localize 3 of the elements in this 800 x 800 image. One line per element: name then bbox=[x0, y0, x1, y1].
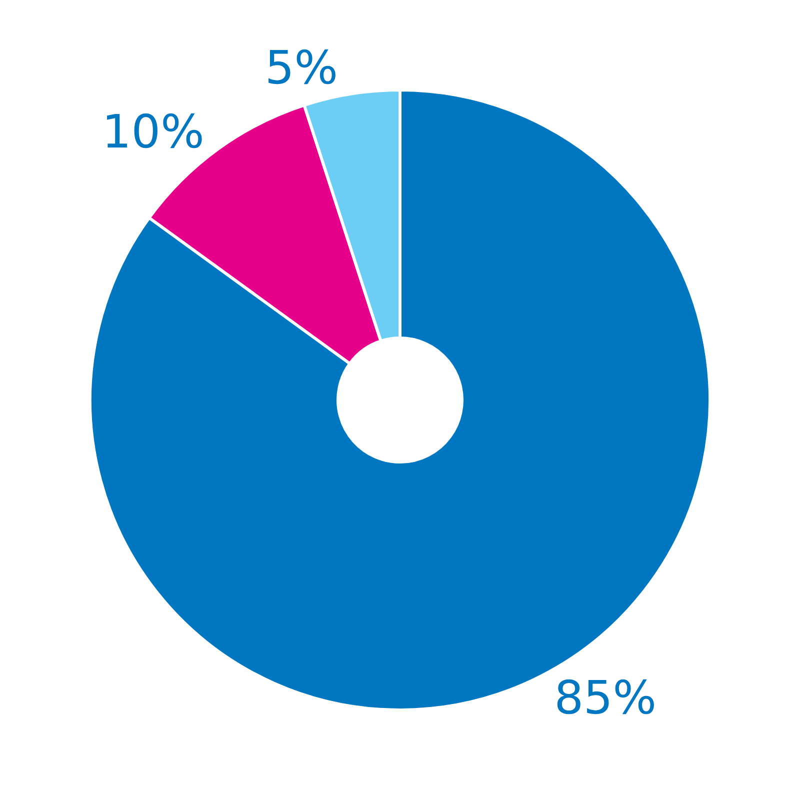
data-label: 85% bbox=[554, 670, 656, 725]
data-label: 5% bbox=[265, 40, 338, 94]
data-label: 10% bbox=[102, 104, 204, 159]
